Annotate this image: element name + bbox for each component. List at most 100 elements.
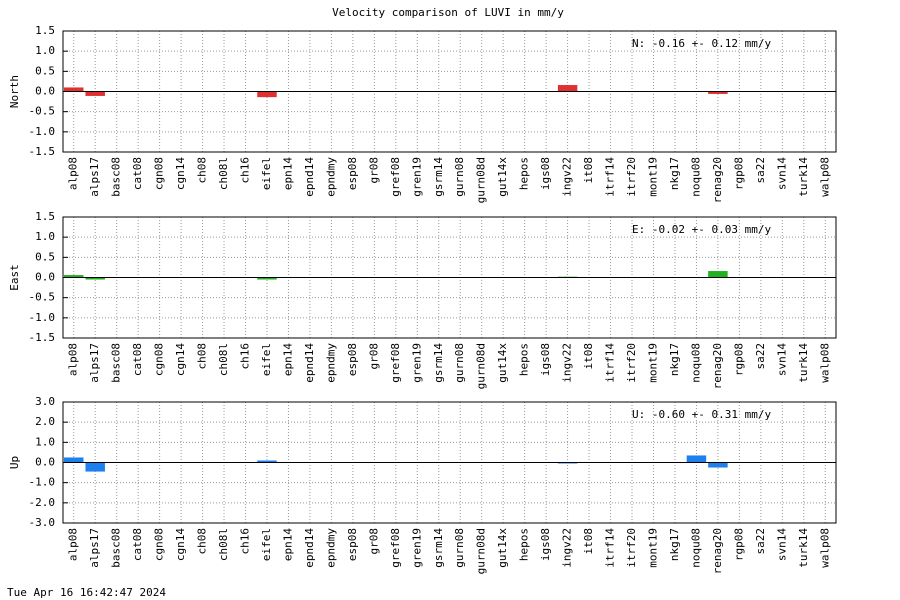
x-tick-label: alps17	[88, 343, 101, 383]
y-tick-label: 0.0	[35, 456, 55, 469]
x-tick-label: esp08	[346, 528, 359, 561]
x-tick-label: svn14	[775, 343, 788, 376]
x-tick-label: it08	[582, 157, 595, 184]
x-tick-label: itrf14	[604, 528, 617, 568]
x-tick-label: ch08l	[217, 343, 230, 376]
y-tick-label: 0.5	[35, 64, 55, 77]
x-tick-label: esp08	[346, 343, 359, 376]
bar	[708, 462, 728, 468]
x-tick-label: itrf20	[625, 528, 638, 568]
bar	[557, 85, 578, 92]
y-tick-label: -1.0	[29, 125, 56, 138]
x-tick-label: gr08	[367, 157, 380, 184]
bar	[85, 462, 105, 472]
x-tick-label: ch08	[196, 157, 209, 184]
bar	[708, 271, 728, 278]
y-tick-label: 0.0	[35, 271, 55, 284]
x-tick-label: ingv22	[561, 343, 574, 383]
x-tick-label: hepos	[518, 157, 531, 190]
x-tick-label: walp08	[818, 528, 831, 568]
x-tick-label: mont19	[646, 528, 659, 568]
x-tick-label: epn14	[281, 157, 294, 190]
bar	[64, 275, 84, 278]
x-tick-label: cgn08	[153, 157, 166, 190]
x-tick-label: cgn14	[174, 528, 187, 561]
x-tick-label: it08	[582, 528, 595, 555]
x-tick-label: esp08	[346, 157, 359, 190]
x-tick-label: eifel	[260, 528, 273, 561]
bar	[257, 460, 277, 463]
x-tick-label: gren19	[410, 157, 423, 197]
bar	[557, 462, 578, 464]
x-tick-label: renag20	[711, 343, 724, 389]
x-tick-label: eifel	[260, 343, 273, 376]
y-tick-label: -1.5	[29, 145, 56, 158]
x-tick-label: ch08	[196, 343, 209, 370]
x-tick-label: gr08	[367, 343, 380, 370]
x-tick-label: gurn08d	[475, 528, 488, 574]
y-tick-label: 1.5	[35, 24, 55, 37]
timestamp: Tue Apr 16 16:42:47 2024	[7, 586, 166, 599]
y-tick-label: -2.0	[29, 496, 56, 509]
x-tick-label: cgn14	[174, 157, 187, 190]
x-tick-label: alp08	[67, 343, 80, 376]
x-tick-label: gurn08	[453, 343, 466, 383]
x-tick-label: ch08	[196, 528, 209, 555]
x-tick-label: igs08	[539, 528, 552, 561]
x-tick-label: gref08	[389, 343, 402, 383]
y-tick-label: -3.0	[29, 516, 56, 529]
x-tick-label: gurn08d	[475, 157, 488, 203]
x-tick-label: gr08	[367, 528, 380, 555]
y-tick-label: 0.5	[35, 250, 55, 263]
x-tick-label: itrf20	[625, 157, 638, 197]
x-tick-label: ch16	[239, 343, 252, 370]
x-tick-label: ch16	[239, 157, 252, 184]
y-tick-label: 1.0	[35, 435, 55, 448]
x-tick-label: cat08	[131, 157, 144, 190]
x-tick-label: cgn14	[174, 343, 187, 376]
x-tick-label: mont19	[646, 343, 659, 383]
x-tick-label: alp08	[67, 528, 80, 561]
x-tick-label: rgp08	[732, 528, 745, 561]
y-tick-label: -1.0	[29, 311, 56, 324]
x-tick-label: epn14	[281, 343, 294, 376]
x-tick-label: cgn08	[153, 528, 166, 561]
x-tick-label: epndmy	[324, 528, 337, 568]
annotation: U: -0.60 +- 0.31 mm/y	[632, 408, 771, 421]
bar	[85, 277, 105, 280]
y-tick-label: 3.0	[35, 395, 55, 408]
x-tick-label: gren19	[410, 528, 423, 568]
x-tick-label: noqu08	[689, 157, 702, 197]
x-tick-label: eifel	[260, 157, 273, 190]
x-tick-label: gut14x	[496, 528, 509, 568]
x-tick-label: turk14	[797, 157, 810, 197]
y-tick-label: 2.0	[35, 415, 55, 428]
x-tick-label: cat08	[131, 343, 144, 376]
plot-frame	[62, 401, 837, 524]
x-tick-label: gsrm14	[432, 343, 445, 383]
x-tick-label: hepos	[518, 528, 531, 561]
x-tick-label: svn14	[775, 528, 788, 561]
x-tick-label: nkg17	[668, 528, 681, 561]
bar	[257, 91, 277, 98]
x-tick-label: walp08	[818, 157, 831, 197]
x-tick-label: turk14	[797, 528, 810, 568]
annotation: N: -0.16 +- 0.12 mm/y	[632, 37, 771, 50]
x-tick-label: gsrm14	[432, 157, 445, 197]
y-tick-label: -1.5	[29, 331, 56, 344]
bar	[686, 455, 707, 463]
x-tick-label: gut14x	[496, 343, 509, 383]
x-tick-label: hepos	[518, 343, 531, 376]
x-tick-label: igs08	[539, 157, 552, 190]
y-tick-label: -0.5	[29, 291, 56, 304]
x-tick-label: rgp08	[732, 157, 745, 190]
x-tick-label: epndmy	[324, 343, 337, 383]
y-tick-label: 0.0	[35, 85, 55, 98]
x-tick-label: gurn08d	[475, 343, 488, 389]
x-tick-label: ch08l	[217, 528, 230, 561]
x-tick-label: epnd14	[303, 157, 316, 197]
x-tick-label: ingv22	[561, 528, 574, 568]
annotation: E: -0.02 +- 0.03 mm/y	[632, 223, 771, 236]
x-tick-label: gsrm14	[432, 528, 445, 568]
